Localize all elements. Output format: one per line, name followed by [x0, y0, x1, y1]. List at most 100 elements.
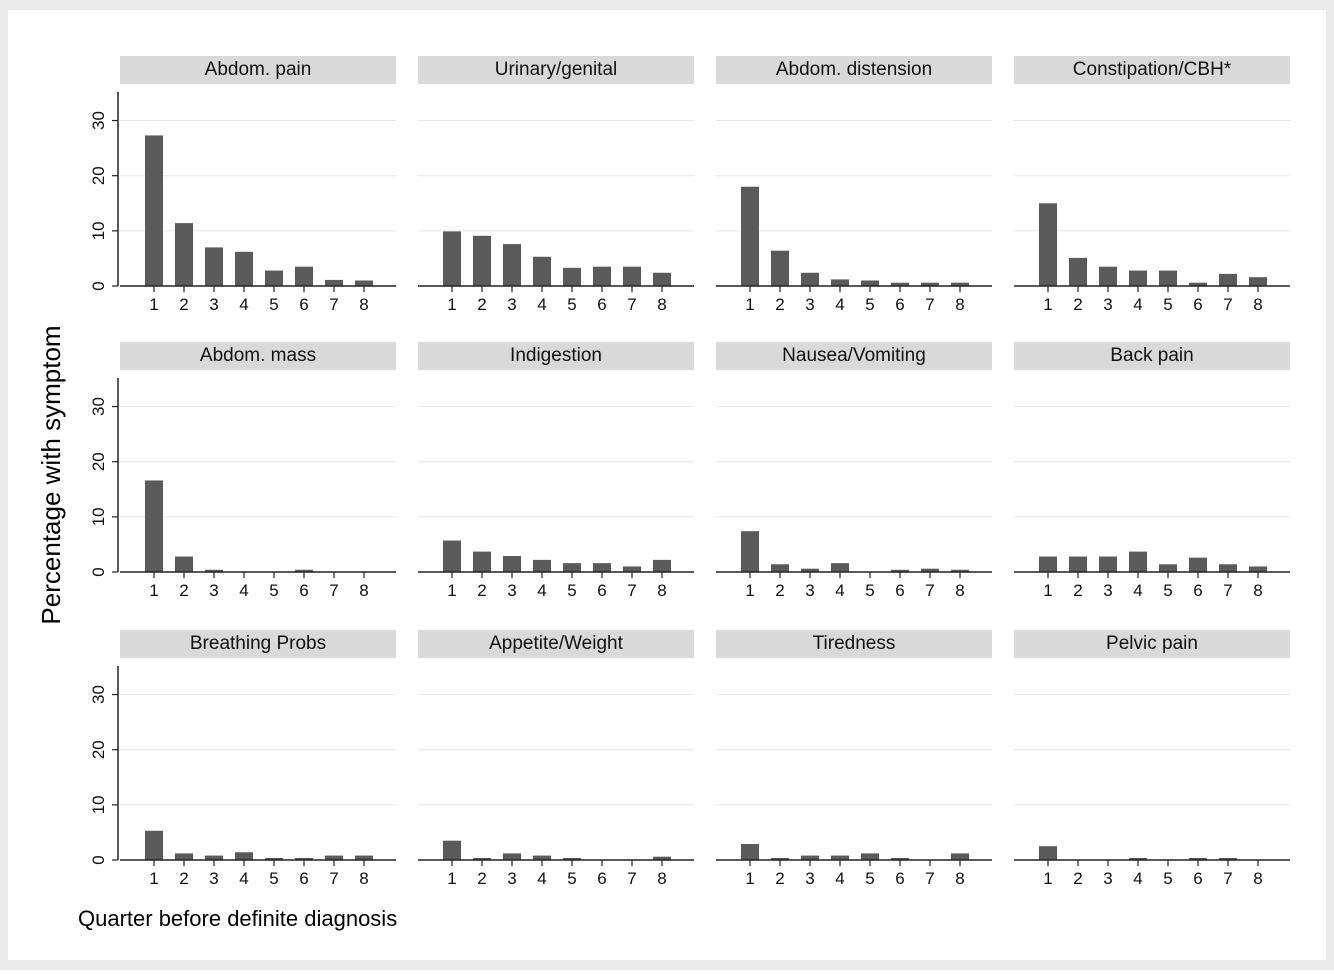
panel-title: Back pain — [1110, 345, 1193, 366]
x-tick-label: 8 — [1253, 295, 1262, 314]
bar — [175, 853, 193, 860]
x-tick-label: 8 — [359, 295, 368, 314]
x-tick-label: 3 — [1103, 581, 1112, 600]
bar — [473, 235, 491, 286]
panel-plot-area — [1014, 84, 1290, 286]
x-tick-label: 4 — [537, 581, 546, 600]
bar — [563, 563, 581, 572]
bar — [831, 855, 849, 860]
panel-title: Abdom. distension — [776, 59, 932, 80]
x-tick-label: 5 — [865, 869, 874, 888]
x-tick-label: 8 — [657, 869, 666, 888]
x-tick-label: 2 — [477, 869, 486, 888]
x-tick-label: 7 — [925, 581, 934, 600]
panel-plot-area — [1014, 370, 1290, 572]
x-tick-label: 1 — [745, 295, 754, 314]
panel: Tiredness 1 2 3 4 5 6 7 8 — [716, 630, 992, 888]
x-tick-label: 7 — [1223, 581, 1232, 600]
bar — [533, 855, 551, 860]
bar — [563, 858, 581, 860]
bar — [235, 852, 253, 860]
panel: Abdom. pain 1 2 3 4 5 6 7 8 0 10 20 30 — [89, 56, 396, 314]
panel: Breathing Probs 1 2 3 4 5 6 7 8 0 10 20 30 — [89, 630, 396, 888]
panel-title: Abdom. pain — [205, 59, 312, 80]
x-tick-label: 4 — [239, 295, 248, 314]
x-tick-label: 7 — [329, 581, 338, 600]
bar — [831, 563, 849, 572]
panel-header — [120, 630, 396, 658]
x-tick-label: 1 — [1043, 869, 1052, 888]
bar — [205, 855, 223, 860]
x-tick-label: 7 — [627, 869, 636, 888]
x-tick-label: 3 — [805, 295, 814, 314]
panel-title: Abdom. mass — [200, 345, 316, 366]
bar — [1219, 858, 1237, 860]
x-tick-label: 7 — [627, 295, 636, 314]
bar — [355, 280, 373, 286]
bar — [623, 266, 641, 286]
x-tick-label: 1 — [1043, 581, 1052, 600]
x-tick-label: 2 — [1073, 581, 1082, 600]
x-tick-label: 7 — [925, 869, 934, 888]
x-tick-label: 6 — [895, 295, 904, 314]
x-tick-label: 7 — [1223, 295, 1232, 314]
bar — [533, 256, 551, 286]
bar — [563, 267, 581, 286]
bar — [1249, 277, 1267, 286]
bar — [355, 855, 373, 860]
bar — [951, 569, 969, 572]
bar — [1099, 556, 1117, 572]
panel-title: Nausea/Vomiting — [782, 345, 926, 366]
bar — [623, 566, 641, 572]
x-tick-label: 6 — [1193, 581, 1202, 600]
bar — [265, 858, 283, 860]
x-tick-label: 5 — [269, 295, 278, 314]
y-tick-label: 10 — [89, 221, 108, 240]
x-tick-label: 2 — [179, 295, 188, 314]
x-tick-label: 2 — [179, 869, 188, 888]
bar — [1189, 282, 1207, 286]
y-tick-label: 10 — [89, 507, 108, 526]
x-tick-label: 6 — [597, 295, 606, 314]
x-tick-label: 4 — [537, 869, 546, 888]
panel: Indigestion 1 2 3 4 5 6 7 8 — [418, 342, 694, 600]
panel-title: Breathing Probs — [190, 633, 326, 654]
x-tick-label: 5 — [567, 295, 576, 314]
bar — [503, 556, 521, 572]
bar — [1039, 556, 1057, 572]
y-tick-label: 30 — [89, 685, 108, 704]
x-tick-label: 4 — [835, 295, 844, 314]
bar — [801, 272, 819, 286]
panel-header — [120, 342, 396, 370]
panel-header — [1014, 342, 1290, 370]
bar — [175, 223, 193, 286]
x-tick-label: 3 — [1103, 295, 1112, 314]
x-tick-label: 8 — [359, 581, 368, 600]
panel: Abdom. distension 1 2 3 4 5 6 7 8 — [716, 56, 992, 314]
x-tick-label: 2 — [1073, 295, 1082, 314]
x-tick-label: 4 — [1133, 295, 1142, 314]
bar — [443, 540, 461, 572]
bar — [533, 559, 551, 572]
bar — [443, 840, 461, 860]
bar — [741, 844, 759, 860]
x-tick-label: 1 — [1043, 295, 1052, 314]
x-tick-label: 4 — [835, 869, 844, 888]
bar — [1219, 564, 1237, 572]
bar — [1129, 270, 1147, 286]
bar — [653, 856, 671, 860]
panel: Pelvic pain 1 2 3 4 5 6 7 8 — [1014, 630, 1290, 888]
panel-header — [418, 342, 694, 370]
y-tick-label: 30 — [89, 397, 108, 416]
bar — [653, 559, 671, 572]
x-tick-label: 1 — [447, 581, 456, 600]
x-tick-label: 3 — [209, 581, 218, 600]
panel-plot-area — [1014, 658, 1290, 860]
x-tick-label: 5 — [269, 581, 278, 600]
bar — [831, 279, 849, 286]
x-tick-label: 3 — [1103, 869, 1112, 888]
x-tick-label: 6 — [895, 869, 904, 888]
bar — [951, 282, 969, 286]
